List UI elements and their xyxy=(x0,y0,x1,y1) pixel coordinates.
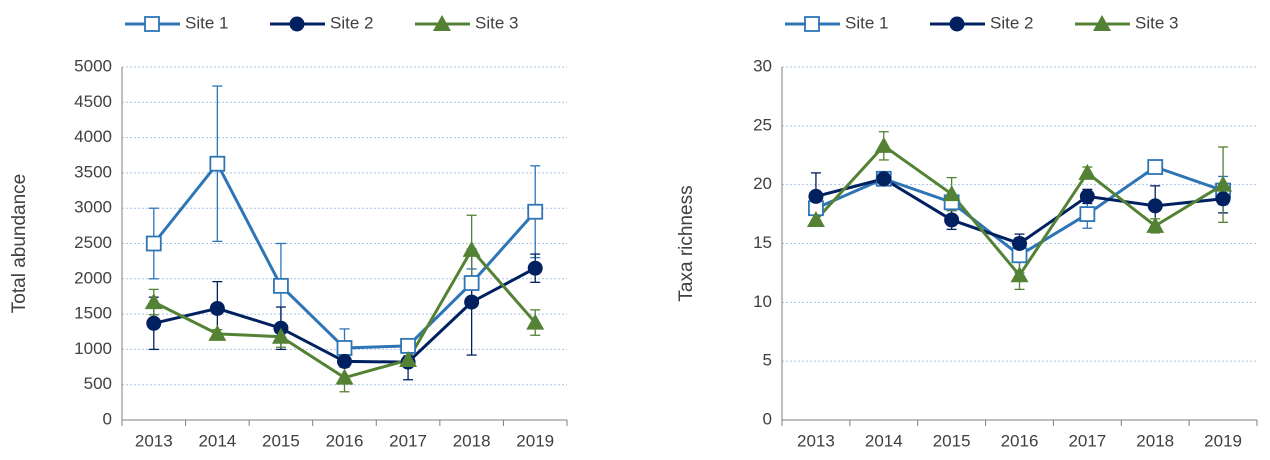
data-point xyxy=(463,275,480,291)
legend-label: Site 2 xyxy=(330,13,373,32)
data-point xyxy=(144,293,163,310)
y-tick-label: 4500 xyxy=(74,92,112,111)
data-point xyxy=(336,340,353,356)
data-point xyxy=(400,337,416,354)
legend-label: Site 1 xyxy=(845,13,888,32)
y-tick-label: 25 xyxy=(753,115,772,134)
y-tick-label: 500 xyxy=(84,374,112,393)
legend-label: Site 1 xyxy=(185,13,228,32)
data-point xyxy=(876,171,892,187)
y-tick-label: 20 xyxy=(753,174,772,193)
data-point xyxy=(335,368,354,385)
legend-marker xyxy=(804,16,820,32)
data-point xyxy=(1215,191,1231,207)
x-tick-label: 2015 xyxy=(262,431,300,450)
y-tick-label: 1500 xyxy=(74,304,112,323)
data-point xyxy=(208,324,227,341)
legend-label: Site 2 xyxy=(990,13,1033,32)
y-tick-label: 4000 xyxy=(74,127,112,146)
data-point xyxy=(464,294,480,310)
x-tick-label: 2018 xyxy=(453,431,491,450)
data-point xyxy=(271,327,290,344)
data-point xyxy=(273,277,289,294)
y-tick-label: 5 xyxy=(763,351,772,370)
legend-marker xyxy=(144,16,160,32)
data-point xyxy=(209,300,225,316)
data-point xyxy=(1078,163,1097,180)
x-tick-label: 2013 xyxy=(797,431,835,450)
x-tick-label: 2017 xyxy=(389,431,427,450)
y-tick-label: 0 xyxy=(763,409,772,428)
x-tick-label: 2014 xyxy=(198,431,236,450)
y-tick-label: 30 xyxy=(753,56,772,75)
y-tick-label: 0 xyxy=(103,409,112,428)
legend-marker xyxy=(949,16,965,32)
x-tick-label: 2019 xyxy=(516,431,554,450)
data-point xyxy=(337,353,352,369)
data-point xyxy=(527,260,543,276)
y-tick-label: 2500 xyxy=(74,233,112,252)
data-point xyxy=(1147,159,1164,175)
legend-marker xyxy=(1093,15,1111,31)
y-axis-title: Total abundance xyxy=(9,174,30,313)
data-point xyxy=(527,203,544,220)
x-tick-label: 2019 xyxy=(1204,431,1242,450)
data-point xyxy=(1079,188,1095,204)
data-point xyxy=(146,315,162,331)
data-point xyxy=(526,313,545,330)
x-tick-label: 2018 xyxy=(1136,431,1174,450)
legend-label: Site 3 xyxy=(475,13,518,32)
data-point xyxy=(462,240,481,257)
data-point xyxy=(1079,206,1096,222)
y-tick-label: 1000 xyxy=(74,339,112,358)
data-point xyxy=(808,188,824,204)
y-tick-label: 10 xyxy=(753,292,772,311)
data-point xyxy=(942,185,961,202)
data-point xyxy=(874,136,893,153)
x-tick-label: 2016 xyxy=(326,431,364,450)
data-point xyxy=(944,212,960,228)
x-tick-label: 2017 xyxy=(1068,431,1106,450)
data-point xyxy=(1214,175,1233,192)
data-point xyxy=(1012,236,1027,251)
legend-marker xyxy=(433,15,451,31)
legend-marker xyxy=(289,16,305,32)
data-point xyxy=(399,350,418,367)
y-tick-label: 15 xyxy=(753,233,772,252)
data-point xyxy=(1147,198,1163,214)
data-point xyxy=(209,155,226,172)
y-tick-label: 2000 xyxy=(74,268,112,287)
x-tick-label: 2015 xyxy=(933,431,971,450)
y-tick-label: 5000 xyxy=(74,56,112,75)
y-axis-title: Taxa richness xyxy=(676,185,697,301)
x-tick-label: 2016 xyxy=(1001,431,1039,450)
data-point xyxy=(1146,216,1165,233)
y-tick-label: 3500 xyxy=(74,162,112,181)
data-point xyxy=(806,210,825,227)
data-point xyxy=(1010,266,1029,283)
x-tick-label: 2013 xyxy=(135,431,173,450)
legend-label: Site 3 xyxy=(1135,13,1178,32)
data-point xyxy=(145,235,162,252)
y-tick-label: 3000 xyxy=(74,198,112,217)
x-tick-label: 2014 xyxy=(865,431,903,450)
